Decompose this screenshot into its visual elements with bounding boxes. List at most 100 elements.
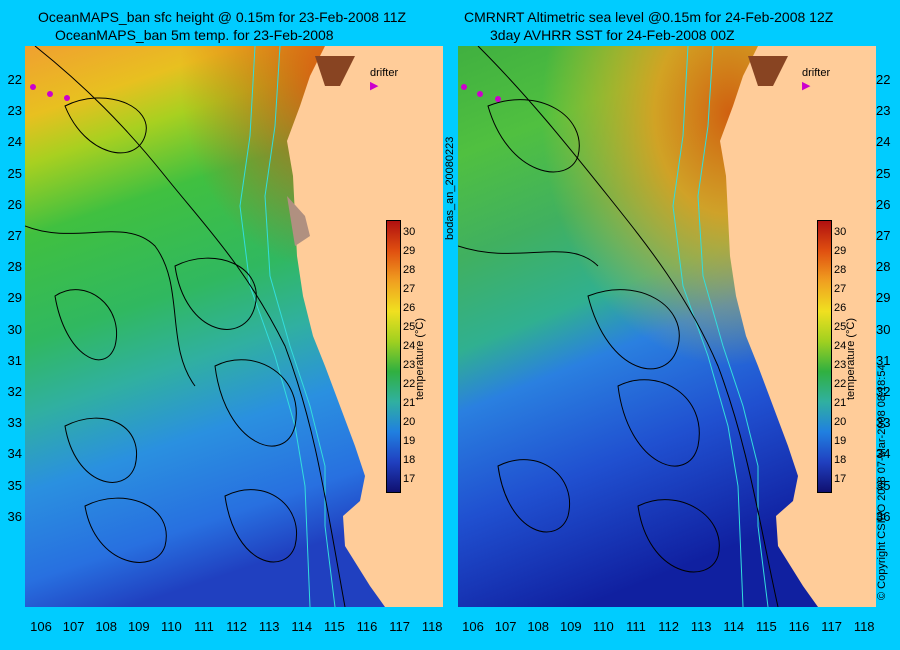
latitude-tick-label: 27 bbox=[7, 228, 22, 243]
colorbar-tick-label: 29 bbox=[403, 245, 416, 257]
latitude-tick-label: 32 bbox=[7, 384, 22, 399]
colorbar-tick-label: 22 bbox=[403, 378, 416, 390]
colorbar-tick-label: 22 bbox=[834, 378, 847, 390]
latitude-tick-label: 34 bbox=[876, 446, 891, 462]
sea-level-contours bbox=[458, 46, 779, 607]
latitude-tick-label: 22 bbox=[876, 72, 891, 87]
colorbar-tick-label: 21 bbox=[834, 397, 847, 409]
longitude-tick-label: 111 bbox=[194, 619, 214, 634]
latitude-tick-label: 35 bbox=[7, 477, 22, 493]
colorbar-tick-label: 19 bbox=[834, 435, 847, 447]
longitude-tick-label: 108 bbox=[95, 619, 118, 634]
colorbar-tick-label: 21 bbox=[403, 397, 416, 409]
drifter-tracks bbox=[461, 84, 501, 102]
latitude-tick-label: 27 bbox=[876, 228, 891, 243]
left-drifter-legend: drifter ▶ bbox=[370, 67, 399, 92]
latitude-tick-label: 23 bbox=[7, 103, 22, 119]
land-mass bbox=[287, 46, 443, 607]
latitude-tick-label: 34 bbox=[7, 446, 22, 462]
left-title-line1: OceanMAPS_ban sfc height @ 0.15m for 23-… bbox=[38, 9, 407, 25]
colorbar-tick-label: 26 bbox=[403, 302, 416, 314]
colorbar-tick-label: 26 bbox=[834, 302, 847, 314]
latitude-tick-label: 25 bbox=[876, 165, 891, 181]
latitude-tick-label: 24 bbox=[7, 134, 22, 150]
colorbar-tick-label: 27 bbox=[834, 283, 847, 295]
longitude-tick-label: 109 bbox=[127, 619, 150, 634]
latitude-tick-label: 29 bbox=[876, 290, 891, 306]
longitude-tick-label: 114 bbox=[723, 619, 745, 634]
longitude-tick-label: 107 bbox=[62, 619, 85, 634]
colorbar-tick-label: 17 bbox=[834, 473, 847, 485]
colorbar-tick-label: 30 bbox=[834, 226, 847, 238]
colorbar-tick-label: 18 bbox=[403, 454, 416, 466]
latitude-tick-label: 31 bbox=[876, 352, 891, 368]
colorbar-tick-label: 17 bbox=[403, 473, 416, 485]
colorbar-tick-label: 28 bbox=[834, 264, 847, 276]
right-title-line1: CMRNRT Altimetric sea level @0.15m for 2… bbox=[464, 9, 834, 25]
colorbar-tick-label: 28 bbox=[403, 264, 416, 276]
colorbar-tick-label: 20 bbox=[403, 416, 416, 428]
longitude-tick-label: 110 bbox=[593, 619, 614, 634]
longitude-tick-label: 118 bbox=[421, 619, 443, 634]
latitude-tick-label: 29 bbox=[7, 290, 22, 306]
colorbar-tick-label: 24 bbox=[834, 340, 847, 352]
right-colorbar-label: temperature (°C) bbox=[845, 317, 857, 400]
colorbar-tick-label: 25 bbox=[834, 321, 847, 333]
latitude-tick-label: 22 bbox=[7, 72, 22, 87]
drifter-arrow-icon: ▶ bbox=[370, 80, 379, 92]
right-title-line2: 3day AVHRR SST for 24-Feb-2008 00Z bbox=[490, 27, 735, 43]
sea-level-contours bbox=[25, 46, 346, 607]
right-drifter-legend: drifter ▶ bbox=[802, 67, 831, 92]
left-title-line2: OceanMAPS_ban 5m temp. for 23-Feb-2008 bbox=[55, 27, 334, 43]
longitude-tick-label: 110 bbox=[161, 619, 182, 634]
latitude-tick-label: 26 bbox=[876, 196, 891, 212]
longitude-tick-label: 112 bbox=[226, 619, 247, 634]
isobath-contours bbox=[239, 46, 336, 607]
right-colorbar bbox=[817, 220, 832, 493]
copyright-label: © Copyright CSIRO 2008 07-Mar-2008 08:18… bbox=[876, 364, 888, 600]
colorbar-tick-label: 24 bbox=[403, 340, 416, 352]
latitude-tick-label: 31 bbox=[7, 352, 22, 368]
drifter-tracks bbox=[30, 84, 70, 101]
longitude-tick-label: 117 bbox=[389, 619, 410, 634]
latitude-tick-label: 23 bbox=[876, 103, 891, 119]
longitude-tick-label: 116 bbox=[356, 619, 378, 634]
latitude-tick-label: 33 bbox=[7, 415, 22, 431]
longitude-tick-label: 114 bbox=[291, 619, 313, 634]
longitude-tick-label: 115 bbox=[324, 619, 345, 634]
colorbar-tick-label: 30 bbox=[403, 226, 416, 238]
left-colorbar-label: temperature (°C) bbox=[414, 317, 426, 400]
latitude-tick-label: 32 bbox=[876, 384, 891, 399]
latitude-tick-label: 28 bbox=[7, 259, 22, 275]
colorbar-tick-label: 25 bbox=[403, 321, 416, 333]
colorbar-tick-label: 27 bbox=[403, 283, 416, 295]
longitude-tick-label: 115 bbox=[756, 619, 777, 634]
latitude-tick-label: 30 bbox=[7, 321, 22, 337]
longitude-tick-label: 108 bbox=[527, 619, 550, 634]
colorbar-tick-label: 19 bbox=[403, 435, 416, 447]
colorbar-tick-label: 18 bbox=[834, 454, 847, 466]
left-map-panel bbox=[25, 46, 443, 607]
latitude-tick-label: 28 bbox=[876, 259, 891, 275]
colorbar-tick-label: 20 bbox=[834, 416, 847, 428]
latitude-tick-label: 30 bbox=[876, 321, 891, 337]
latitude-tick-label: 35 bbox=[876, 477, 891, 493]
analysis-id-label: bodas_an_20080223 bbox=[444, 136, 456, 240]
longitude-tick-label: 106 bbox=[30, 619, 52, 634]
land-mass bbox=[720, 46, 876, 607]
longitude-tick-label: 106 bbox=[462, 619, 484, 634]
latitude-tick-label: 33 bbox=[876, 415, 891, 431]
latitude-tick-label: 26 bbox=[7, 196, 22, 212]
longitude-tick-label: 113 bbox=[258, 619, 280, 634]
latitude-tick-label: 25 bbox=[7, 165, 22, 181]
right-map-panel bbox=[458, 46, 876, 607]
longitude-tick-label: 112 bbox=[658, 619, 679, 634]
colorbar-tick-label: 23 bbox=[834, 359, 847, 371]
longitude-tick-label: 117 bbox=[821, 619, 842, 634]
latitude-tick-label: 24 bbox=[876, 134, 891, 150]
longitude-tick-label: 113 bbox=[690, 619, 712, 634]
longitude-tick-label: 118 bbox=[853, 619, 875, 634]
longitude-tick-label: 116 bbox=[788, 619, 810, 634]
longitude-tick-label: 109 bbox=[559, 619, 582, 634]
drifter-arrow-icon: ▶ bbox=[802, 80, 811, 92]
